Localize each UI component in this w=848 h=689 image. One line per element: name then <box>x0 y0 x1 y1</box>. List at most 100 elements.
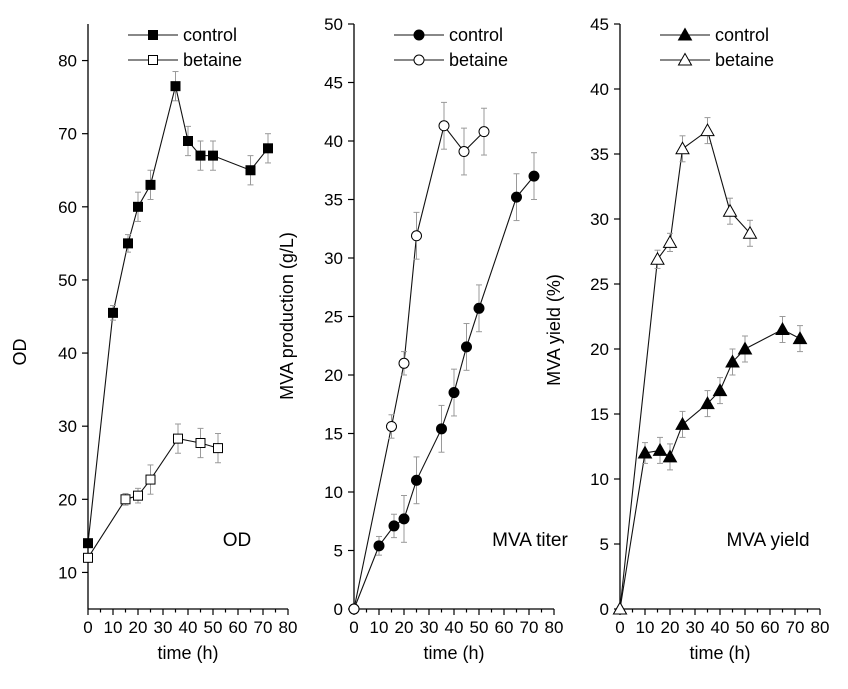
data-point-control <box>170 81 181 92</box>
mva-titer-panel: 0 10 20 30 40 50 60 70 80 0 5 10 15 20 25 30 35 40 45 50 tim… <box>277 15 569 663</box>
y-tick-label: 30 <box>58 417 77 436</box>
y-tick-label: 20 <box>58 490 77 509</box>
y-tick-label: 35 <box>590 145 609 164</box>
y-tick-label: 70 <box>58 125 77 144</box>
y-tick-label: 60 <box>58 198 77 217</box>
data-point-control <box>398 513 410 525</box>
x-tick-label: 50 <box>470 618 489 637</box>
legend-marker <box>413 54 425 66</box>
y-tick-label: 40 <box>324 132 343 151</box>
data-point-control <box>195 150 206 161</box>
data-point-betaine <box>173 433 183 444</box>
data-point-control <box>461 341 472 353</box>
data-point-control <box>511 191 522 203</box>
y-axis-label: MVA production (g/L) <box>277 232 297 400</box>
y-tick-label: 45 <box>324 74 343 93</box>
y-tick-label: 5 <box>600 535 609 554</box>
x-tick-label: 40 <box>179 618 198 637</box>
data-point-betaine <box>348 603 360 615</box>
y-tick-label: 80 <box>58 52 77 71</box>
y-tick-label: 20 <box>590 340 609 359</box>
x-tick-label: 20 <box>661 618 680 637</box>
series-control <box>83 71 273 549</box>
x-tick-label: 30 <box>420 618 439 637</box>
panel-annotation: MVA yield <box>726 530 809 551</box>
data-point-control <box>108 307 118 318</box>
data-point-control <box>652 442 668 456</box>
y-tick-label: 40 <box>590 80 609 99</box>
x-tick-label: 10 <box>370 618 389 637</box>
y-tick-label: 50 <box>58 271 77 290</box>
data-point-betaine <box>398 357 410 369</box>
data-point-control <box>245 165 256 176</box>
y-tick-label: 35 <box>324 191 343 210</box>
data-point-betaine <box>675 141 690 155</box>
data-point-betaine <box>411 230 422 242</box>
legend-marker <box>677 52 693 66</box>
series-line-control <box>619 328 801 610</box>
data-point-betaine <box>120 494 131 505</box>
data-point-control <box>263 143 273 154</box>
panel-annotation: MVA titer <box>492 530 568 551</box>
x-tick-label: 0 <box>83 618 92 637</box>
legend-label: control <box>183 25 237 45</box>
x-tick-label: 60 <box>229 618 248 637</box>
data-point-betaine <box>722 203 738 217</box>
series-betaine <box>83 423 223 563</box>
x-tick-label: 60 <box>495 618 514 637</box>
data-point-betaine <box>133 490 143 501</box>
series-line-betaine <box>87 438 219 559</box>
data-point-control <box>208 150 218 161</box>
x-tick-label: 10 <box>636 618 655 637</box>
y-tick-label: 25 <box>324 308 343 327</box>
data-point-betaine <box>662 234 678 248</box>
legend-label: betaine <box>715 50 774 70</box>
y-axis-label: OD <box>10 338 30 365</box>
y-tick-label: 10 <box>590 470 609 489</box>
legend-marker <box>413 29 425 41</box>
x-tick-label: 30 <box>686 618 705 637</box>
data-point-control <box>675 416 690 430</box>
x-tick-label: 50 <box>736 618 755 637</box>
y-tick-label: 5 <box>334 542 343 561</box>
legend-label: control <box>715 25 769 45</box>
x-tick-label: 80 <box>279 618 298 637</box>
data-point-control <box>473 302 485 314</box>
y-tick-label: 25 <box>590 275 609 294</box>
data-point-control <box>662 449 678 463</box>
od-panel: 0 10 20 30 40 50 60 70 80 10 20 30 40 50 60 70 80 time (h… <box>10 24 297 663</box>
data-point-control <box>448 387 460 399</box>
legend-label: betaine <box>183 50 242 70</box>
series-line-betaine <box>353 124 485 610</box>
x-tick-label: 0 <box>349 618 358 637</box>
x-tick-label: 10 <box>104 618 123 637</box>
x-tick-label: 30 <box>154 618 173 637</box>
y-tick-label: 10 <box>324 483 343 502</box>
data-point-betaine <box>213 443 223 454</box>
series-control <box>348 152 540 615</box>
legend-label: control <box>449 25 503 45</box>
data-point-betaine <box>83 552 93 563</box>
legend-marker <box>148 55 158 65</box>
data-point-betaine <box>742 225 758 239</box>
data-point-betaine <box>386 420 397 432</box>
data-point-control <box>411 474 422 486</box>
x-tick-label: 20 <box>129 618 148 637</box>
x-tick-label: 80 <box>545 618 564 637</box>
data-point-betaine <box>145 474 156 485</box>
legend-marker <box>677 27 693 41</box>
data-point-betaine <box>650 251 665 265</box>
data-point-control <box>133 201 143 212</box>
y-tick-label: 50 <box>324 15 343 34</box>
y-axis-label: MVA yield (%) <box>544 274 564 386</box>
series-betaine <box>348 101 490 615</box>
data-point-control <box>725 354 740 368</box>
data-point-control <box>712 383 728 397</box>
data-point-control <box>528 170 540 182</box>
y-tick-label: 30 <box>590 210 609 229</box>
series-betaine <box>612 117 758 615</box>
x-tick-label: 80 <box>811 618 830 637</box>
data-point-betaine <box>700 123 715 137</box>
x-tick-label: 0 <box>615 618 624 637</box>
